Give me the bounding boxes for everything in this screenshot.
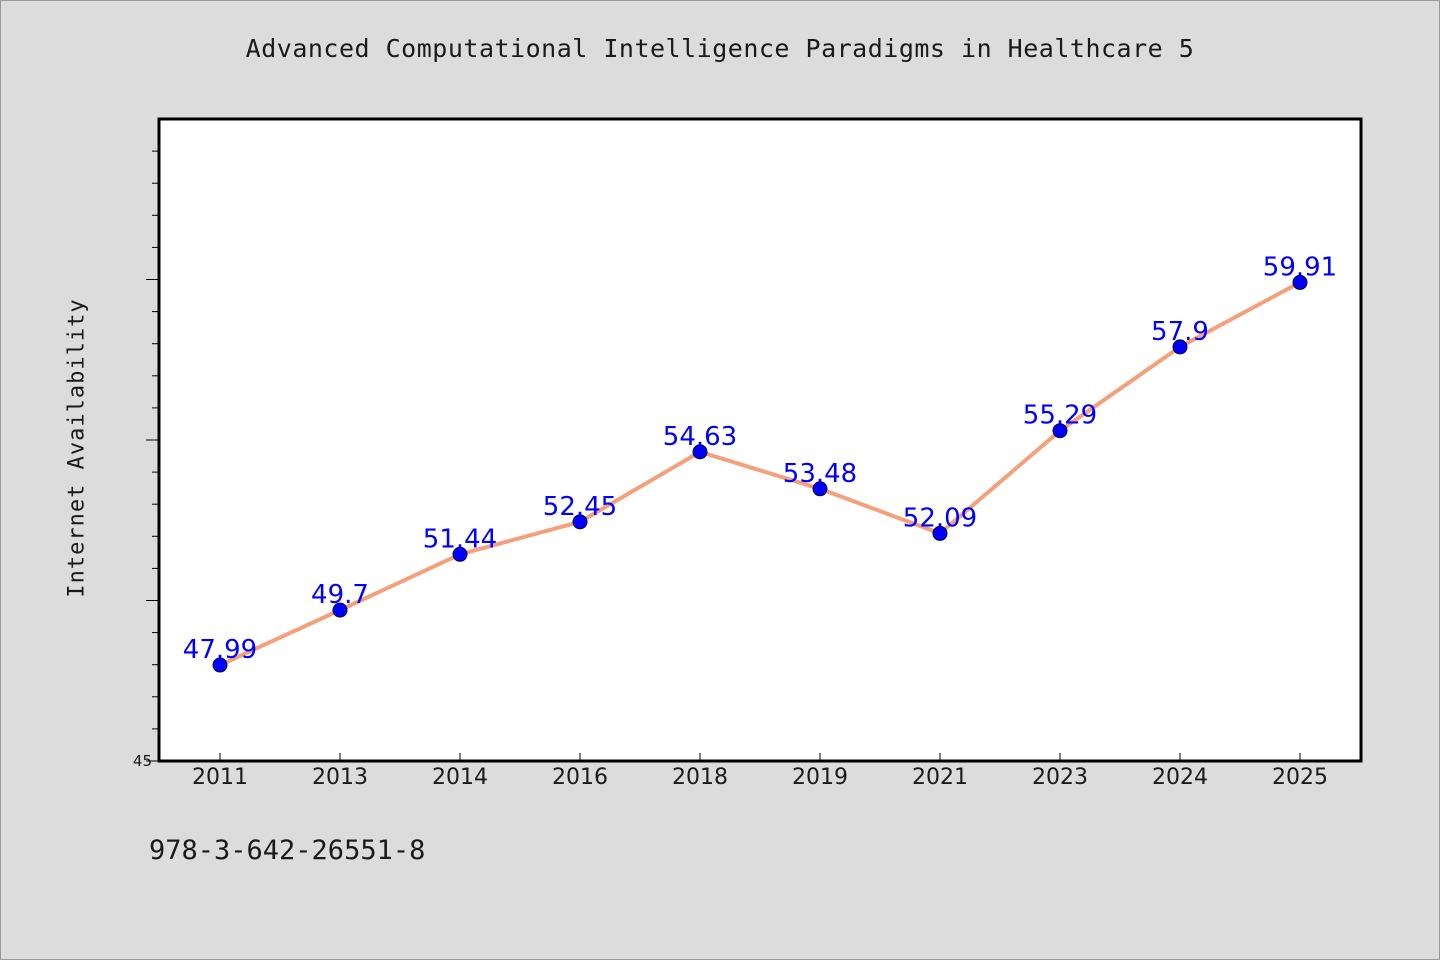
data-point [1172, 339, 1188, 355]
data-label: 53.48 [783, 459, 857, 489]
data-point [1052, 423, 1068, 439]
data-point [452, 546, 468, 562]
data-point [212, 657, 228, 673]
data-label: 57.9 [1151, 317, 1209, 347]
x-tick-label: 2018 [672, 765, 728, 790]
y-tick-label: 45 [133, 752, 152, 770]
data-label: 54.63 [663, 422, 737, 452]
x-tick-label: 2025 [1272, 765, 1328, 790]
x-tick-label: 2014 [432, 765, 488, 790]
x-tick-label: 2013 [312, 765, 368, 790]
data-label: 47.99 [183, 635, 257, 665]
data-label: 55.29 [1023, 401, 1097, 431]
series-markers [212, 274, 1308, 673]
data-label: 52.45 [543, 492, 617, 522]
series-lines [219, 280, 1301, 667]
x-tick-label: 2024 [1152, 765, 1208, 790]
data-labels: 47.99 49.7 51.44 52.45 54.63 53.48 52.09 55.29 5… [183, 252, 1337, 665]
data-label: 52.09 [903, 503, 977, 533]
x-tick-label: 2019 [792, 765, 848, 790]
data-point [812, 481, 828, 497]
data-label: 49.7 [311, 580, 369, 610]
x-tick-label: 2023 [1032, 765, 1088, 790]
x-tick-label: 2011 [192, 765, 248, 790]
data-point [332, 602, 348, 618]
data-label: 59.91 [1263, 252, 1337, 282]
plot-background [157, 117, 1363, 763]
series-line [219, 280, 1301, 667]
isbn-text: 978-3-642-26551-8 [149, 835, 426, 866]
y-axis-ticks: 45 [133, 150, 159, 770]
x-tick-label: 2021 [912, 765, 968, 790]
data-point [1292, 274, 1308, 290]
data-point [932, 525, 948, 541]
x-tick-label: 2016 [552, 765, 608, 790]
x-axis-ticks: 2011 2013 2014 2016 2018 2019 2021 2023 2024 2025 [192, 753, 1328, 790]
data-label: 51.44 [423, 524, 497, 554]
chart-title: Advanced Computational Intelligence Para… [245, 34, 1195, 63]
data-point [572, 514, 588, 530]
data-point [692, 444, 708, 460]
